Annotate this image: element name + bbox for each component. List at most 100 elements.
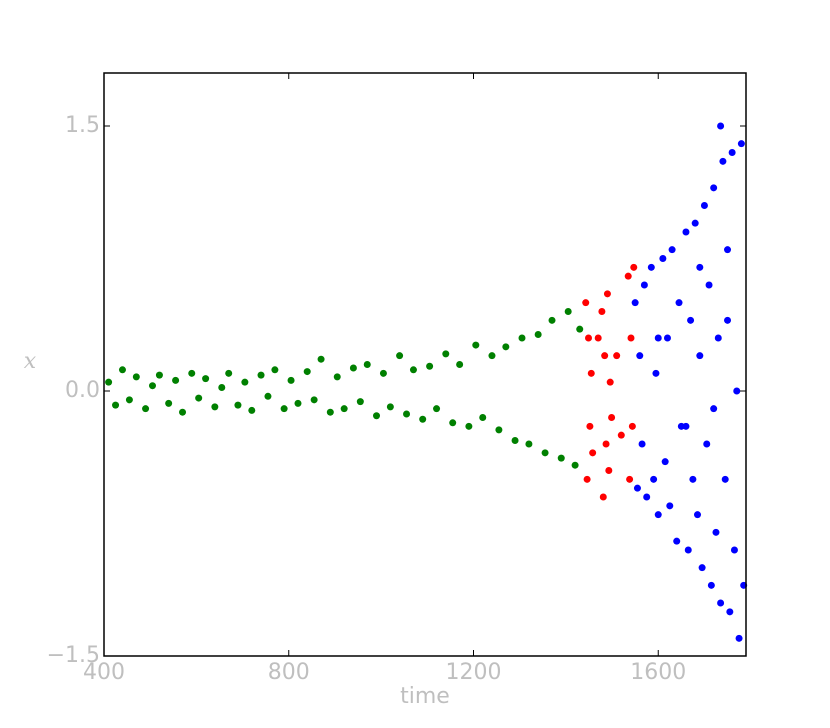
point xyxy=(303,368,311,376)
point xyxy=(663,334,671,342)
point xyxy=(601,352,609,360)
point xyxy=(666,502,674,510)
point xyxy=(737,140,745,148)
point xyxy=(733,387,741,395)
point xyxy=(442,350,450,358)
point xyxy=(502,343,510,351)
point xyxy=(719,157,727,165)
point xyxy=(728,149,736,156)
point xyxy=(608,414,616,421)
point xyxy=(356,398,364,406)
point xyxy=(333,373,341,381)
point xyxy=(717,599,725,607)
point xyxy=(585,334,593,342)
point xyxy=(125,396,133,404)
point xyxy=(735,634,743,642)
point xyxy=(691,219,699,227)
point xyxy=(142,405,150,413)
y-axis-label: x xyxy=(24,349,37,374)
point xyxy=(172,376,180,384)
point xyxy=(712,528,720,536)
point xyxy=(640,281,648,289)
point xyxy=(654,334,662,342)
point xyxy=(234,401,242,409)
point xyxy=(317,355,325,363)
point xyxy=(696,263,704,271)
point xyxy=(419,415,427,423)
point xyxy=(626,475,634,483)
x-tick-label: 1200 xyxy=(445,660,501,685)
point xyxy=(617,431,625,439)
point xyxy=(564,308,572,315)
point xyxy=(403,410,411,418)
point xyxy=(576,325,584,333)
point xyxy=(606,378,614,386)
point xyxy=(179,408,187,416)
point xyxy=(627,334,635,342)
x-tick-label: 1600 xyxy=(630,660,686,685)
point xyxy=(379,369,387,377)
x-tick-label: 800 xyxy=(268,660,310,685)
point xyxy=(643,493,651,501)
y-tick-label: 1.5 xyxy=(65,113,100,138)
point xyxy=(202,375,210,383)
point xyxy=(340,405,348,413)
point xyxy=(112,401,120,409)
point xyxy=(511,436,519,444)
point xyxy=(602,440,610,448)
point xyxy=(582,299,590,307)
point xyxy=(689,475,697,483)
point xyxy=(675,299,683,307)
point xyxy=(188,369,196,377)
point xyxy=(687,316,695,324)
point xyxy=(724,316,732,324)
point xyxy=(599,493,607,501)
x-axis-label: time xyxy=(400,684,450,709)
point xyxy=(710,405,718,413)
point xyxy=(624,272,632,280)
y-tick-label: −1.5 xyxy=(47,643,100,668)
point xyxy=(557,454,565,462)
point xyxy=(409,366,417,374)
point xyxy=(218,383,226,391)
point xyxy=(349,364,357,372)
point xyxy=(710,184,718,192)
point xyxy=(148,382,156,390)
x-tick-label: 400 xyxy=(83,660,125,685)
point xyxy=(155,371,163,379)
point xyxy=(586,422,594,430)
point xyxy=(668,246,676,254)
point xyxy=(241,378,249,386)
point xyxy=(724,246,732,254)
point xyxy=(165,399,173,407)
point xyxy=(661,458,669,466)
point xyxy=(654,511,662,519)
point xyxy=(211,403,219,411)
point xyxy=(426,362,434,370)
point xyxy=(682,422,690,430)
point xyxy=(589,449,597,457)
point xyxy=(118,366,126,374)
point xyxy=(694,511,702,519)
point xyxy=(696,352,704,360)
point xyxy=(628,422,636,430)
point xyxy=(605,467,613,474)
point xyxy=(650,475,658,483)
point xyxy=(248,406,256,414)
point xyxy=(294,399,302,407)
y-tick-label: 0.0 xyxy=(65,378,100,403)
point xyxy=(673,537,681,545)
point xyxy=(287,376,295,384)
point xyxy=(495,426,503,434)
point xyxy=(105,378,113,386)
point xyxy=(684,546,692,554)
point xyxy=(705,281,713,289)
point xyxy=(721,475,729,483)
point xyxy=(280,405,288,413)
point xyxy=(659,255,667,262)
point xyxy=(682,228,690,236)
point xyxy=(195,394,203,402)
point xyxy=(638,440,646,448)
point xyxy=(326,408,334,416)
